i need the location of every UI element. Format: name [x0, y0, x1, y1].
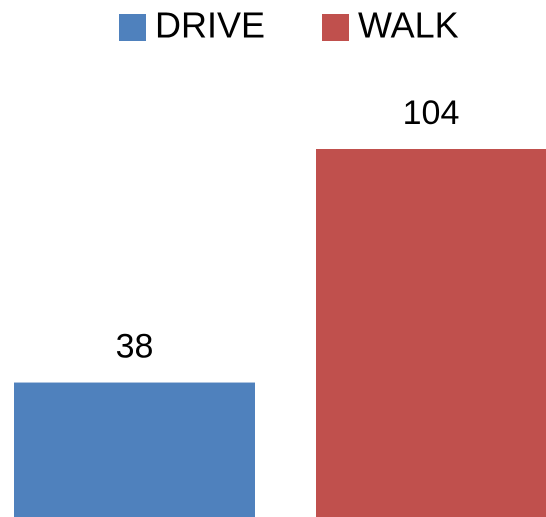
legend-label: WALK — [358, 5, 459, 46]
legend-label: DRIVE — [155, 5, 265, 46]
value-label: 104 — [403, 94, 460, 132]
legend-swatch — [322, 14, 349, 41]
bar — [14, 382, 255, 517]
legend-swatch — [119, 14, 146, 41]
bar — [316, 149, 546, 517]
value-label: 38 — [116, 328, 154, 366]
